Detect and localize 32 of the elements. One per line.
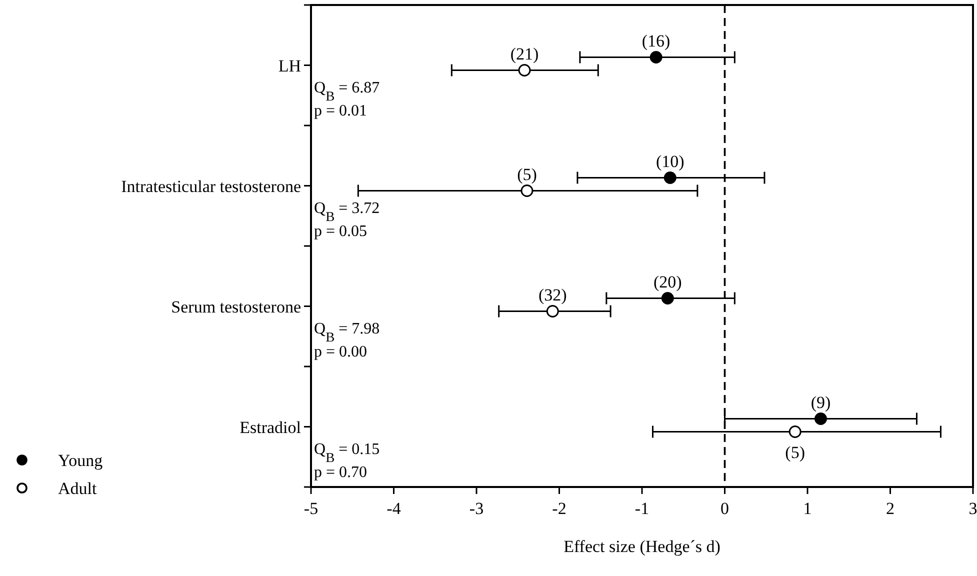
annotation: (32) [538, 285, 567, 304]
x-tick-label: 1 [803, 499, 812, 518]
annotation: (9) [810, 392, 831, 412]
annotation: (20) [653, 272, 682, 292]
annotation: (5) [785, 442, 805, 462]
x-tick-label: -1 [634, 499, 650, 518]
y-tick-label: LH [278, 56, 301, 76]
x-tick-label: -4 [386, 499, 402, 518]
x-tick-label: -5 [304, 499, 318, 518]
x-tick-label: 0 [720, 499, 729, 518]
annotation: Q$_{B}$ = 0.15 [314, 440, 380, 464]
x-axis-title: Effect size (Hedge´s d) [564, 537, 720, 556]
annotation: (16) [642, 31, 670, 50]
annotation: (21) [510, 44, 539, 64]
legend-label: Young [58, 451, 104, 470]
y-tick-label: Intratesticular testosterone [121, 176, 301, 196]
annotation: Q$_{B}$ = 3.72 [314, 200, 380, 224]
annotation: (5) [517, 164, 537, 184]
annotation: Q$_{B}$ = 7.98 [314, 320, 380, 344]
annotation: p = 0.00 [314, 343, 368, 360]
annotation: p = 0.05 [314, 222, 368, 240]
annotation: p = 0.70 [314, 464, 368, 481]
x-tick-label: -2 [552, 499, 566, 518]
annotation: p = 0.01 [314, 102, 368, 120]
annotation: (10) [656, 152, 684, 171]
annotation: Q$_{B}$ = 6.87 [314, 79, 380, 103]
y-tick-label: Estradiol [240, 418, 302, 437]
y-tick-label: Serum testosterone [171, 297, 301, 316]
x-tick-label: -3 [469, 499, 484, 518]
x-tick-label: 3 [968, 499, 977, 518]
x-tick-label: 2 [886, 499, 894, 518]
legend-label: Adult [58, 479, 97, 498]
